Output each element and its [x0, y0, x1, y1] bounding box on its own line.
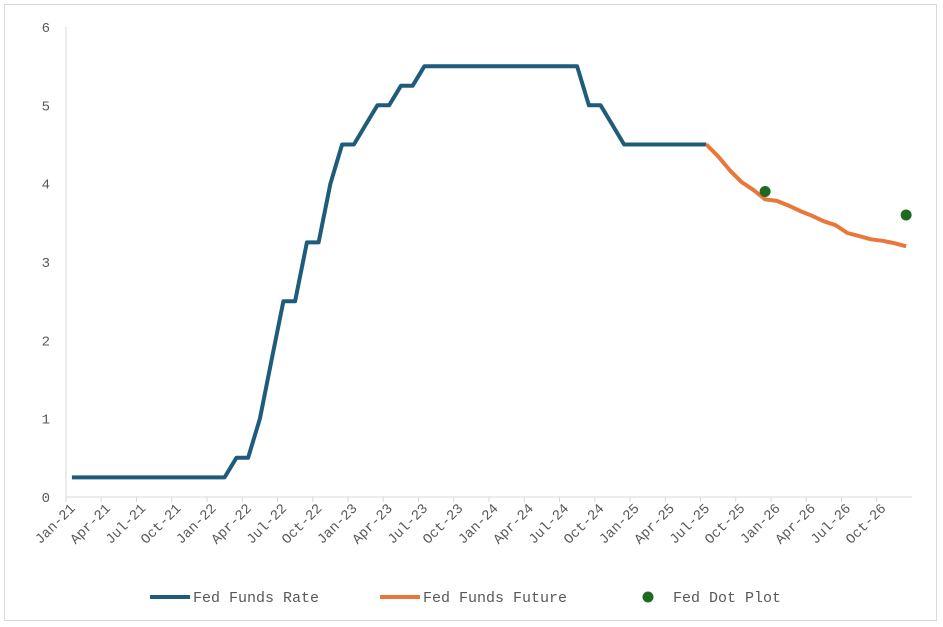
y-tick-label: 2 — [42, 334, 50, 350]
fed-funds-future-legend-label: Fed Funds Future — [423, 590, 567, 607]
y-tick-label: 6 — [42, 21, 50, 37]
y-tick-label: 1 — [42, 413, 50, 429]
fed-dot-plot-legend-label: Fed Dot Plot — [673, 590, 781, 607]
fed-dot-plot-legend-swatch — [642, 591, 654, 603]
chart-frame — [4, 4, 937, 621]
fed-funds-rate-legend-label: Fed Funds Rate — [193, 590, 319, 607]
fed-dot-plot-point — [900, 209, 912, 221]
y-tick-label: 0 — [42, 491, 50, 507]
fed-funds-future-line — [704, 143, 907, 249]
fed-funds-rate-line — [71, 64, 707, 480]
y-tick-label: 5 — [42, 99, 50, 115]
y-tick-label: 3 — [42, 256, 50, 272]
y-tick-label: 4 — [42, 178, 50, 194]
fed-dot-plot-point — [759, 186, 771, 197]
